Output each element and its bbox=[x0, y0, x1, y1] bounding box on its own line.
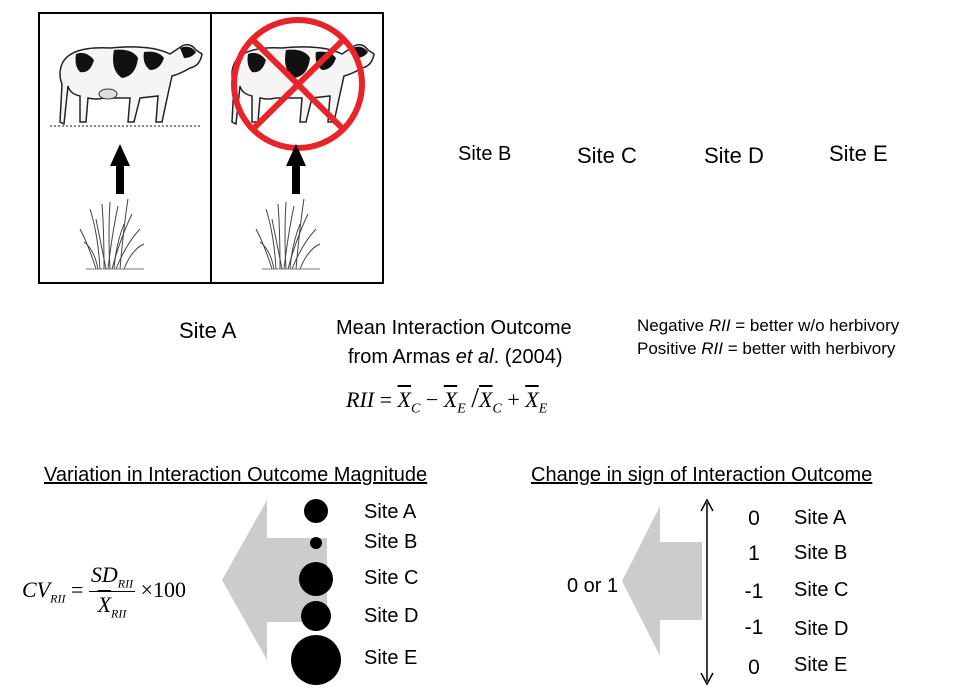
grass-icon bbox=[255, 198, 321, 270]
prohibited-icon bbox=[231, 17, 365, 151]
dot-site-d bbox=[301, 601, 331, 631]
dot-site-a bbox=[304, 499, 328, 523]
grass-icon bbox=[79, 198, 145, 270]
big-left-arrow-icon bbox=[222, 500, 327, 660]
site-b-label: Site B bbox=[458, 143, 512, 165]
note-negative-post: = better w/o herbivory bbox=[730, 316, 900, 335]
site-d-label: Site D bbox=[704, 143, 764, 168]
rii-citation-em: et al bbox=[455, 346, 494, 368]
sign-value-b: 1 bbox=[748, 542, 760, 565]
cv-formula: CVRII = SDRII XRII ×100 bbox=[22, 562, 187, 621]
magnitude-site-b: Site B bbox=[364, 531, 418, 553]
cow-grass-excluded-illustration bbox=[231, 17, 375, 270]
magnitude-dots bbox=[291, 499, 341, 685]
left-arrow-icon bbox=[622, 506, 702, 656]
magnitude-site-c: Site C bbox=[364, 567, 419, 589]
panel-without-herbivory bbox=[210, 12, 384, 284]
sign-site-c: Site C bbox=[794, 579, 849, 601]
site-c-label: Site C bbox=[577, 143, 637, 168]
rii-citation-pre: from Armas bbox=[348, 346, 456, 368]
site-e-label: Site E bbox=[829, 141, 888, 166]
arrow-up-icon bbox=[110, 144, 130, 194]
note-positive-em: RII bbox=[701, 339, 723, 358]
note-positive-pre: Positive bbox=[637, 339, 702, 358]
vertical-double-arrow-icon bbox=[700, 498, 714, 686]
sign-site-e: Site E bbox=[794, 654, 848, 676]
sign-change-title: Change in sign of Interaction Outcome bbox=[531, 464, 873, 486]
sign-value-e: 0 bbox=[748, 656, 760, 679]
sign-change-result: 0 or 1 bbox=[567, 575, 619, 597]
rii-title-line1: Mean Interaction Outcome bbox=[336, 317, 572, 339]
note-negative-pre: Negative bbox=[637, 316, 709, 335]
sign-site-d: Site D bbox=[794, 618, 849, 640]
rii-note-positive: Positive RII = better with herbivory bbox=[637, 339, 895, 359]
rii-note-negative: Negative RII = better w/o herbivory bbox=[637, 316, 899, 336]
sign-value-d: -1 bbox=[744, 616, 764, 639]
cow-grass-illustration bbox=[50, 43, 203, 270]
rii-citation-post: . (2004) bbox=[493, 346, 563, 368]
sign-site-b: Site B bbox=[794, 542, 848, 564]
arrow-up-icon bbox=[286, 144, 306, 194]
rii-title: Mean Interaction Outcome bbox=[336, 317, 572, 340]
panel-with-herbivory bbox=[38, 12, 212, 284]
dot-site-b bbox=[310, 537, 322, 549]
dot-site-e bbox=[291, 635, 341, 685]
rii-formula-rhs: = XC − XE /XC + XE bbox=[379, 383, 548, 417]
sign-value-c: -1 bbox=[744, 580, 764, 603]
magnitude-site-a: Site A bbox=[364, 501, 417, 523]
note-positive-post: = better with herbivory bbox=[722, 339, 896, 358]
site-a-label: Site A bbox=[179, 318, 237, 343]
dot-site-c bbox=[299, 562, 333, 596]
sign-value-a: 0 bbox=[748, 507, 760, 530]
magnitude-site-d: Site D bbox=[364, 605, 419, 627]
rii-formula: RII = XC − XE /XC + XE bbox=[346, 383, 547, 417]
cow-icon bbox=[59, 43, 203, 126]
magnitude-title: Variation in Interaction Outcome Magnitu… bbox=[44, 464, 428, 486]
rii-formula-lhs: RII bbox=[346, 387, 375, 412]
magnitude-site-e: Site E bbox=[364, 647, 418, 669]
sign-site-a: Site A bbox=[794, 507, 847, 529]
note-negative-em: RII bbox=[708, 316, 731, 335]
rii-citation: from Armas et al. (2004) bbox=[348, 346, 563, 369]
